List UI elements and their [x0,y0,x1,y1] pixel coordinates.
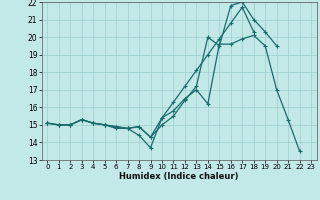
X-axis label: Humidex (Indice chaleur): Humidex (Indice chaleur) [119,172,239,181]
